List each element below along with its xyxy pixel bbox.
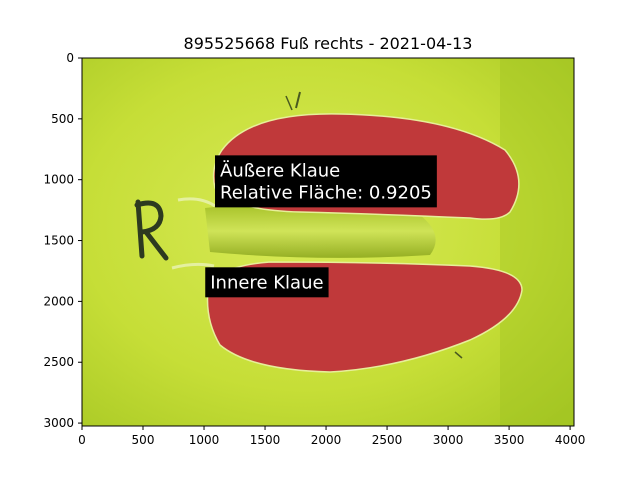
x-tick-label: 0	[78, 433, 86, 447]
y-tick-label: 2500	[43, 355, 74, 369]
y-tick-label: 1500	[43, 234, 74, 248]
annotation-background	[205, 267, 329, 298]
y-tick-label: 500	[51, 112, 74, 126]
x-tick-label: 2500	[372, 433, 403, 447]
x-tick-label: 500	[132, 433, 155, 447]
annotation-background	[215, 155, 437, 208]
y-tick-label: 0	[66, 51, 74, 65]
axes-frame	[81, 57, 575, 427]
y-tick-label: 3000	[43, 416, 74, 430]
y-tick-label: 2000	[43, 294, 74, 308]
handwritten-r-icon	[134, 199, 169, 261]
x-tick-label: 1000	[189, 433, 220, 447]
x-tick-label: 3000	[433, 433, 464, 447]
annotation-text: Relative Fläche: 0.9205	[220, 182, 432, 203]
x-tick-label: 3500	[494, 433, 525, 447]
annotation-text: Äußere Klaue	[220, 160, 340, 181]
y-axis: 0 500 1000 1500 2000 2500 3000	[43, 51, 82, 430]
interdigital-space	[205, 204, 436, 258]
y-tick-label: 1000	[43, 173, 74, 187]
chart-title: 895525668 Fuß rechts - 2021-04-13	[184, 34, 473, 53]
x-tick-label: 2000	[311, 433, 342, 447]
x-tick-label: 4000	[555, 433, 586, 447]
x-tick-label: 1500	[250, 433, 281, 447]
annotation-box: Innere Klaue	[205, 267, 329, 298]
annotation-text: Innere Klaue	[210, 272, 323, 293]
x-axis: 0 500 1000 1500 2000 2500 3000 3500 4000	[78, 426, 585, 447]
